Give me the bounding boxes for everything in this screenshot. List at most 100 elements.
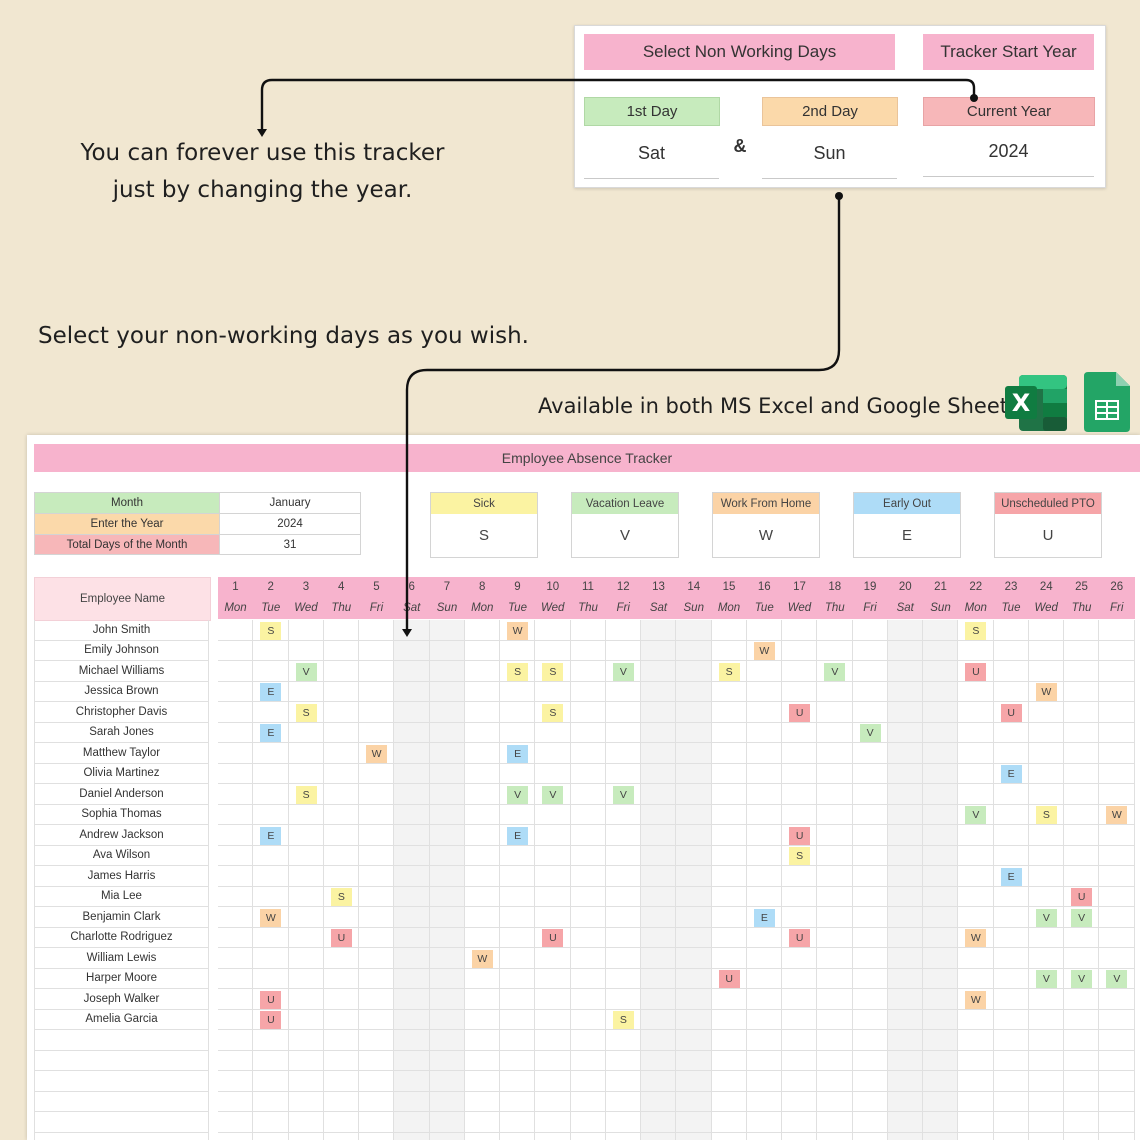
absence-cell[interactable] <box>711 743 747 764</box>
absence-cell[interactable] <box>394 640 430 661</box>
absence-cell[interactable] <box>605 763 641 784</box>
absence-cell[interactable] <box>923 845 959 866</box>
absence-cell[interactable] <box>253 1071 289 1092</box>
absence-cell[interactable] <box>464 927 500 948</box>
absence-cell[interactable] <box>253 722 289 743</box>
absence-cell[interactable] <box>641 640 677 661</box>
absence-cell[interactable] <box>958 989 994 1010</box>
absence-cell[interactable] <box>782 1132 818 1140</box>
absence-cell[interactable] <box>1028 681 1064 702</box>
absence-cell[interactable] <box>711 804 747 825</box>
absence-cell[interactable] <box>535 1030 571 1051</box>
absence-cell[interactable] <box>253 866 289 887</box>
absence-cell[interactable] <box>746 1009 782 1030</box>
absence-cell[interactable] <box>958 886 994 907</box>
year-input[interactable]: 2024 <box>220 513 361 534</box>
absence-cell[interactable] <box>218 968 254 989</box>
employee-name[interactable]: Joseph Walker <box>34 989 209 1010</box>
absence-cell[interactable] <box>464 948 500 969</box>
absence-cell[interactable] <box>852 743 888 764</box>
absence-cell[interactable] <box>359 1071 395 1092</box>
employee-name[interactable]: Sarah Jones <box>34 722 209 743</box>
absence-cell[interactable] <box>1099 722 1135 743</box>
absence-cell[interactable] <box>218 886 254 907</box>
absence-cell[interactable] <box>253 661 289 682</box>
absence-cell[interactable] <box>923 722 959 743</box>
employee-name[interactable]: Andrew Jackson <box>34 825 209 846</box>
employee-name[interactable]: Olivia Martinez <box>34 763 209 784</box>
absence-cell[interactable] <box>500 1030 536 1051</box>
absence-cell[interactable] <box>359 661 395 682</box>
employee-name[interactable]: Daniel Anderson <box>34 784 209 805</box>
employee-name[interactable]: Emily Johnson <box>34 640 209 661</box>
absence-cell[interactable] <box>394 1091 430 1112</box>
absence-cell[interactable] <box>1064 1009 1100 1030</box>
absence-cell[interactable] <box>641 702 677 723</box>
absence-cell[interactable] <box>570 1050 606 1071</box>
absence-cell[interactable] <box>887 702 923 723</box>
absence-cell[interactable] <box>288 825 324 846</box>
absence-cell[interactable] <box>676 620 712 641</box>
absence-cell[interactable] <box>887 661 923 682</box>
absence-cell[interactable] <box>923 1132 959 1140</box>
absence-cell[interactable] <box>676 907 712 928</box>
absence-cell[interactable] <box>535 804 571 825</box>
absence-cell[interactable] <box>570 1071 606 1092</box>
absence-cell[interactable] <box>429 1009 465 1030</box>
absence-cell[interactable] <box>782 1030 818 1051</box>
absence-cell[interactable] <box>676 702 712 723</box>
employee-name[interactable]: Charlotte Rodriguez <box>34 927 209 948</box>
absence-cell[interactable] <box>253 763 289 784</box>
absence-cell[interactable] <box>535 968 571 989</box>
employee-name[interactable]: Harper Moore <box>34 968 209 989</box>
absence-cell[interactable] <box>465 1132 500 1140</box>
absence-cell[interactable] <box>958 1091 994 1112</box>
absence-cell[interactable] <box>535 784 571 805</box>
absence-cell[interactable] <box>500 1132 536 1140</box>
absence-cell[interactable] <box>817 620 853 641</box>
absence-cell[interactable] <box>817 743 853 764</box>
absence-cell[interactable] <box>288 640 324 661</box>
absence-cell[interactable] <box>676 1132 712 1140</box>
absence-cell[interactable] <box>887 784 923 805</box>
absence-cell[interactable] <box>464 1071 500 1092</box>
absence-cell[interactable] <box>570 661 606 682</box>
absence-cell[interactable] <box>218 661 254 682</box>
absence-cell[interactable] <box>711 927 747 948</box>
absence-cell[interactable] <box>1064 722 1100 743</box>
absence-cell[interactable] <box>464 702 500 723</box>
absence-cell[interactable] <box>1064 886 1100 907</box>
absence-cell[interactable] <box>1064 1050 1100 1071</box>
absence-cell[interactable] <box>605 784 641 805</box>
absence-cell[interactable] <box>676 845 712 866</box>
absence-cell[interactable] <box>887 948 923 969</box>
absence-cell[interactable] <box>288 661 324 682</box>
absence-cell[interactable] <box>817 804 853 825</box>
absence-cell[interactable] <box>218 989 254 1010</box>
absence-cell[interactable] <box>570 681 606 702</box>
absence-cell[interactable] <box>288 886 324 907</box>
absence-cell[interactable] <box>1064 948 1100 969</box>
absence-cell[interactable] <box>1099 1050 1135 1071</box>
absence-cell[interactable] <box>746 1030 782 1051</box>
absence-cell[interactable] <box>676 825 712 846</box>
absence-cell[interactable] <box>853 1132 888 1140</box>
absence-cell[interactable] <box>1099 927 1135 948</box>
absence-cell[interactable] <box>359 845 395 866</box>
absence-cell[interactable] <box>1064 681 1100 702</box>
absence-cell[interactable] <box>218 1071 254 1092</box>
absence-cell[interactable] <box>500 620 536 641</box>
month-select[interactable]: January <box>220 492 361 513</box>
absence-cell[interactable] <box>746 1091 782 1112</box>
absence-cell[interactable] <box>887 968 923 989</box>
absence-cell[interactable] <box>676 1071 712 1092</box>
absence-cell[interactable] <box>359 681 395 702</box>
absence-cell[interactable] <box>500 702 536 723</box>
absence-cell[interactable] <box>394 927 430 948</box>
absence-cell[interactable] <box>958 702 994 723</box>
absence-cell[interactable] <box>817 1091 853 1112</box>
absence-cell[interactable] <box>323 948 359 969</box>
absence-cell[interactable] <box>605 825 641 846</box>
absence-cell[interactable] <box>464 866 500 887</box>
absence-cell[interactable] <box>359 722 395 743</box>
